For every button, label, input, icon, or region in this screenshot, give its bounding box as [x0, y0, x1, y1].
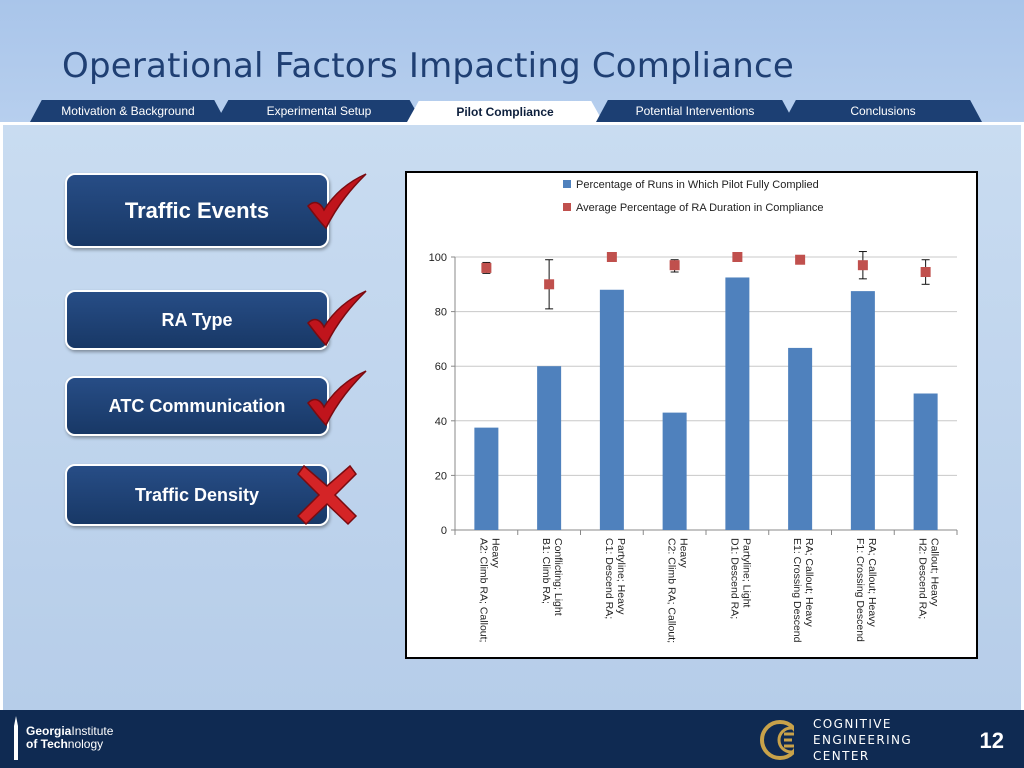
checkmark-icon: [307, 290, 367, 347]
marker-point: [669, 260, 680, 271]
bar: [537, 366, 562, 530]
chart-canvas: Percentage of Runs in Which Pilot Fully …: [429, 179, 958, 643]
y-tick-label: 80: [435, 307, 447, 319]
page-number: 12: [979, 728, 1004, 753]
marker-point: [606, 252, 617, 262]
x-tick-label: B1: Climb RA;Conflicting; Light: [540, 538, 564, 616]
y-tick-label: 100: [429, 252, 447, 264]
cec-logo-text: COGNITIVE ENGINEERING CENTER: [813, 717, 913, 763]
x-tick-label: H2: Descend RA;Callout; Heavy: [917, 538, 941, 619]
section-tab-bar: Motivation & Background Experimental Set…: [0, 100, 1024, 122]
legend-swatch-marker: [563, 203, 571, 211]
y-tick-label: 60: [435, 361, 447, 373]
tab-conclusions[interactable]: Conclusions: [784, 100, 982, 122]
bar: [662, 412, 687, 530]
factor-atc-communication: ATC Communication: [65, 376, 329, 436]
marker-point: [857, 260, 868, 271]
bar: [788, 347, 813, 530]
bar: [850, 291, 875, 530]
legend-label: Average Percentage of RA Duration in Com…: [576, 202, 823, 214]
marker-point: [544, 279, 555, 290]
checkmark-icon: [307, 173, 367, 230]
x-tick-label: A2: Climb RA; Callout;Heavy: [477, 538, 501, 642]
y-tick-label: 0: [441, 525, 447, 537]
legend-swatch-bar: [563, 180, 571, 188]
tab-motivation-background[interactable]: Motivation & Background: [30, 100, 226, 122]
cec-logo-icon: [760, 718, 810, 762]
y-tick-label: 20: [435, 470, 447, 482]
tower-icon: [14, 716, 18, 760]
x-tick-label: F1: Crossing DescendRA; Callout; Heavy: [854, 538, 878, 642]
x-tick-label: D1: Descend RA;Partyline; Light: [728, 538, 752, 619]
slide-footer: GeorgiaInstitute of Technology COGNITIVE E…: [0, 710, 1024, 768]
compliance-chart: Percentage of Runs in Which Pilot Fully …: [405, 171, 978, 659]
y-tick-label: 40: [435, 416, 447, 428]
factor-ra-type: RA Type: [65, 290, 329, 350]
x-tick-label: C1: Descend RA;Partyline; Heavy: [603, 538, 627, 619]
checkmark-icon: [307, 370, 367, 427]
factor-traffic-events: Traffic Events: [65, 173, 329, 248]
tab-potential-interventions[interactable]: Potential Interventions: [596, 100, 794, 122]
bar: [599, 289, 624, 530]
marker-point: [920, 267, 931, 278]
bar: [725, 277, 750, 530]
tab-experimental-setup[interactable]: Experimental Setup: [216, 100, 422, 122]
cross-icon: [296, 464, 358, 526]
georgia-tech-logo: GeorgiaInstitute of Technology: [10, 716, 113, 760]
marker-point: [732, 252, 743, 262]
legend-label: Percentage of Runs in Which Pilot Fully …: [576, 179, 819, 191]
x-tick-label: E1: Crossing DescendRA; Callout; Heavy: [791, 538, 815, 643]
page-title: Operational Factors Impacting Compliance: [62, 46, 794, 86]
bar: [913, 393, 938, 530]
bar: [474, 427, 499, 530]
x-tick-label: C2: Climb RA; Callout;Heavy: [666, 538, 690, 643]
marker-point: [795, 254, 806, 265]
tab-pilot-compliance[interactable]: Pilot Compliance: [407, 101, 603, 122]
marker-point: [481, 262, 492, 273]
factor-traffic-density: Traffic Density: [65, 464, 329, 526]
